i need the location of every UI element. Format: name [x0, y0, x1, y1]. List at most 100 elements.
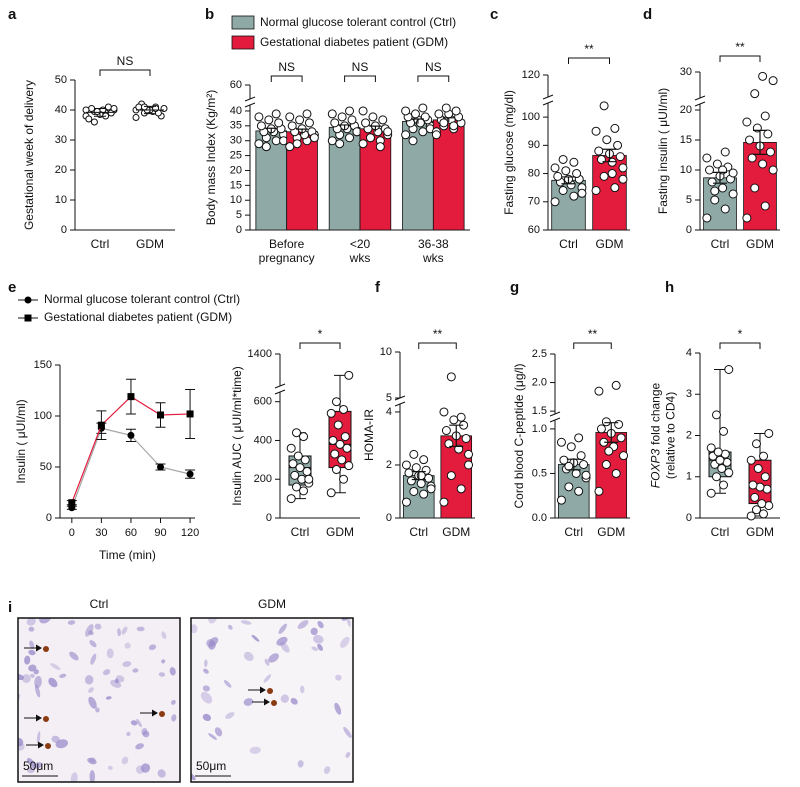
- y-axis-label: Insulin AUC ( μUI/ml*time): [230, 366, 244, 506]
- cell-nucleus: [268, 653, 279, 663]
- cell-nucleus: [148, 644, 157, 651]
- cell-nucleus: [276, 636, 288, 646]
- cell-nucleus: [313, 634, 324, 644]
- micrograph: [18, 618, 177, 782]
- cell-nucleus: [340, 636, 350, 648]
- data-point: [449, 121, 459, 131]
- error-bar: [561, 176, 576, 185]
- image-label: Ctrl: [90, 597, 109, 611]
- data-point: [327, 136, 337, 146]
- data-point: [286, 443, 296, 453]
- y-tick-label: 40: [230, 105, 242, 117]
- y-tick-label: 40: [55, 104, 67, 116]
- y-axis-label-line: FOXP3 fold change: [649, 382, 663, 488]
- data-point: [745, 135, 755, 145]
- data-point: [342, 443, 352, 453]
- gene-name: FOXP3: [649, 449, 663, 489]
- data-point: [550, 163, 560, 173]
- cell-nucleus: [200, 691, 213, 704]
- data-point: [358, 106, 368, 116]
- data-point: [300, 455, 310, 465]
- cell-nucleus: [28, 649, 36, 656]
- legend-label: Gestational diabetes patient (GDM): [260, 35, 448, 49]
- data-point: [611, 468, 621, 478]
- data-marker: [97, 421, 105, 429]
- legend-marker: [24, 296, 32, 304]
- data-point: [326, 488, 336, 498]
- data-point: [572, 169, 582, 179]
- y-tick-label: 0: [386, 512, 392, 524]
- data-point: [446, 471, 456, 481]
- axis-break: [394, 401, 406, 407]
- x-tick-label: pregnancy: [259, 251, 315, 265]
- data-marker: [127, 431, 135, 439]
- stained-cell: [43, 646, 49, 652]
- stained-cell: [271, 700, 277, 706]
- cell-nucleus: [29, 640, 35, 650]
- data-point: [556, 437, 566, 447]
- data-point: [751, 505, 761, 515]
- y-tick-label: 20: [55, 164, 67, 176]
- y-tick-label: 30: [680, 66, 692, 78]
- cell-nucleus: [317, 643, 324, 651]
- data-point: [594, 146, 604, 156]
- cell-nucleus: [89, 757, 96, 763]
- data-point: [344, 370, 354, 380]
- cell-nucleus: [18, 673, 24, 681]
- data-point: [705, 165, 715, 175]
- data-point: [576, 451, 586, 461]
- y-tick-label: 1400: [248, 348, 272, 360]
- data-point: [274, 118, 284, 128]
- significance-bracket: [99, 69, 151, 76]
- y-tick-label: 0: [61, 224, 67, 236]
- data-point: [344, 461, 354, 471]
- data-point: [335, 439, 345, 449]
- y-tick-label: 400: [254, 434, 272, 446]
- x-axis-label: Time (min): [99, 548, 156, 562]
- error-bar: [604, 422, 619, 443]
- data-point: [456, 412, 466, 422]
- y-tick-label: 5: [686, 194, 692, 206]
- significance-label: *: [738, 327, 743, 341]
- error-bar: [566, 458, 581, 471]
- data-point: [327, 109, 337, 119]
- data-point: [454, 444, 464, 454]
- data-point: [710, 195, 720, 205]
- error-bar: [753, 129, 767, 155]
- y-tick-label: 0: [686, 512, 692, 524]
- data-point: [424, 473, 434, 483]
- error-bar: [713, 171, 727, 184]
- data-point: [340, 432, 350, 442]
- data-point: [419, 489, 429, 499]
- x-tick-label: GDM: [597, 525, 625, 539]
- cell-nucleus: [21, 674, 31, 683]
- data-point: [760, 111, 770, 121]
- x-tick-label: GDM: [746, 237, 774, 251]
- data-point: [751, 439, 761, 449]
- cell-nucleus: [48, 677, 58, 688]
- cell-nucleus: [204, 659, 208, 668]
- cell-nucleus: [59, 673, 67, 678]
- y-tick-label: 0: [46, 512, 52, 524]
- data-point: [758, 71, 768, 81]
- y-axis-label: Fasting glucose (mg/dl): [502, 90, 516, 215]
- data-point: [719, 480, 729, 490]
- image-frame: [190, 617, 354, 783]
- cell-nucleus: [130, 720, 138, 726]
- data-point: [439, 407, 449, 417]
- data-point: [285, 112, 295, 122]
- data-point: [618, 174, 628, 184]
- error-bar: [411, 471, 426, 481]
- data-point: [601, 417, 611, 427]
- stained-cell: [45, 743, 51, 749]
- y-tick-label: 60: [528, 224, 540, 236]
- significance-bracket: [719, 55, 761, 62]
- data-point: [750, 89, 760, 99]
- data-point: [759, 509, 769, 519]
- cell-nucleus: [323, 766, 331, 774]
- significance-label: NS: [425, 60, 442, 74]
- data-point: [288, 459, 298, 469]
- data-point: [613, 140, 623, 150]
- cell-nucleus: [141, 728, 148, 736]
- cell-nucleus: [311, 646, 319, 651]
